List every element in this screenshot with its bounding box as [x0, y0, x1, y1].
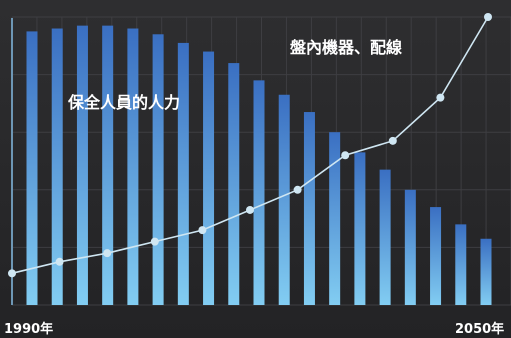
line-point: [293, 185, 302, 194]
bar: [76, 25, 88, 305]
bar: [354, 152, 366, 305]
bar: [430, 207, 442, 305]
line-point: [484, 13, 492, 21]
bar: [379, 169, 391, 305]
bar: [51, 28, 63, 306]
line-point: [341, 151, 350, 160]
line-point: [103, 249, 112, 258]
bar: [203, 51, 215, 306]
line-point: [436, 93, 445, 102]
bar: [152, 34, 164, 305]
line-series: [8, 13, 492, 278]
bar-series-label: 保全人員的人力: [67, 93, 180, 112]
line-point: [388, 136, 397, 145]
line-point: [8, 269, 16, 278]
bar: [404, 189, 416, 305]
bar-series: [26, 25, 492, 306]
bar: [303, 112, 315, 305]
line-point: [246, 205, 254, 214]
bar: [455, 224, 467, 305]
bar: [228, 63, 240, 305]
bar: [329, 132, 341, 305]
line-point: [55, 257, 64, 266]
bar: [253, 80, 265, 305]
bar: [278, 94, 290, 305]
bar: [26, 31, 38, 306]
x-end-label: 2050年: [455, 321, 504, 337]
line-point: [150, 237, 159, 246]
line-series-label: 盤內機器、配線: [290, 38, 402, 57]
bar: [177, 42, 189, 306]
bar: [480, 238, 492, 305]
x-start-label: 1990年: [4, 321, 53, 337]
bar: [127, 28, 139, 306]
line-point: [198, 226, 207, 235]
bar: [102, 25, 114, 305]
